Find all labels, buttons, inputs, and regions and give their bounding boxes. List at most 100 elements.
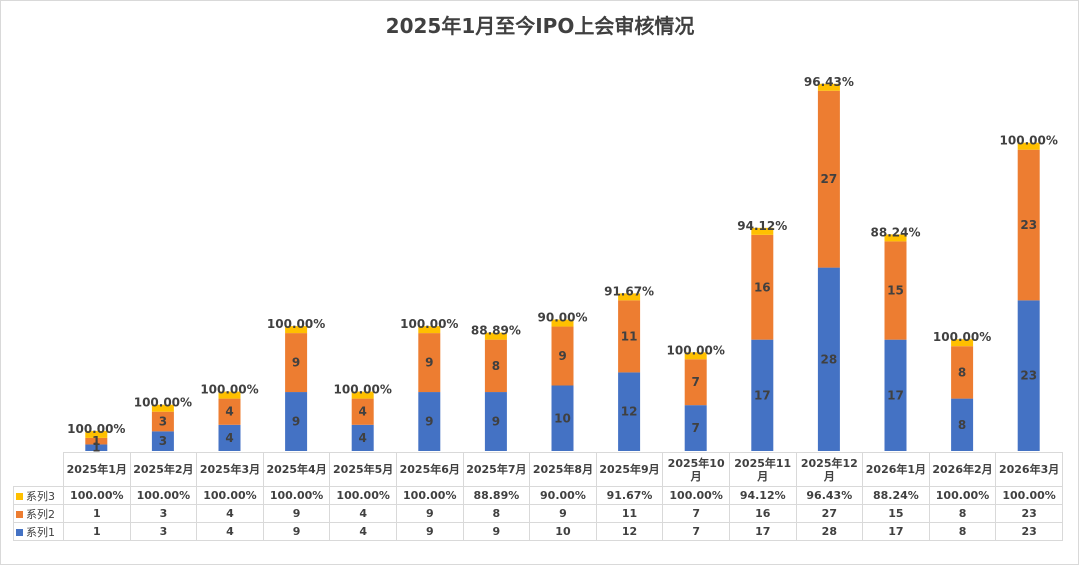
data-label-series3: 100.00% <box>933 330 991 344</box>
bar-series3 <box>1017 142 1040 150</box>
category-label: 2025年5月 <box>329 452 397 487</box>
legend-label: 系列1 <box>26 525 55 539</box>
table-cell: 4 <box>196 522 264 541</box>
table-cell: 15 <box>862 504 930 523</box>
bar-series1 <box>684 405 707 451</box>
data-label-series1: 1 <box>92 441 100 452</box>
table-cell: 100.00% <box>262 486 331 505</box>
table-cell: 100.00% <box>63 486 131 505</box>
category-label: 2025年7月 <box>462 452 531 487</box>
bar-series3 <box>618 293 641 301</box>
data-label-series3: 100.00% <box>1000 134 1058 148</box>
data-label-series1: 28 <box>821 352 838 366</box>
table-cell: 8 <box>462 504 531 523</box>
data-label-series3: 100.00% <box>334 383 392 397</box>
data-label-series2: 9 <box>292 356 300 370</box>
bar-series2 <box>151 411 174 432</box>
table-cell: 100.00% <box>329 486 397 505</box>
bar-series1 <box>951 398 974 451</box>
table-cell: 9 <box>262 504 331 523</box>
data-label-series3: 88.89% <box>471 324 521 338</box>
bar-series3 <box>418 326 441 334</box>
bar-series1 <box>618 372 641 451</box>
data-label-series1: 9 <box>492 415 500 429</box>
data-label-series3: 96.43% <box>804 75 854 89</box>
category-label: 2025年2月 <box>129 452 198 487</box>
data-label-series3: 100.00% <box>400 317 458 331</box>
bar-series2 <box>884 241 907 340</box>
bar-series1 <box>884 339 907 451</box>
data-label-series1: 4 <box>359 431 367 445</box>
bar-series3 <box>684 352 707 360</box>
category-label: 2025年6月 <box>395 452 464 487</box>
legend-swatch <box>16 511 23 518</box>
data-label-series2: 8 <box>492 359 500 373</box>
bar-series1 <box>484 392 507 451</box>
data-label-series2: 7 <box>692 375 700 389</box>
table-cell: 100.00% <box>395 486 464 505</box>
data-label-series3: 90.00% <box>538 311 588 325</box>
plot-area: 11100.00%33100.00%44100.00%99100.00%4410… <box>67 75 1058 452</box>
bar-series3 <box>85 430 108 438</box>
bar-series3 <box>151 404 174 412</box>
legend-swatch <box>16 529 23 536</box>
bar-series1 <box>285 392 308 451</box>
bar-series2 <box>751 234 774 340</box>
bar-series1 <box>151 431 174 451</box>
table-row: 系列1 1 3 4 9 4 9 9 10 12 7 17 28 17 8 23 <box>13 522 1063 541</box>
table-cell: 100.00% <box>662 486 730 505</box>
data-label-series1: 9 <box>292 415 300 429</box>
table-cell: 1 <box>63 522 131 541</box>
table-cell: 28 <box>795 522 864 541</box>
table-cell: 16 <box>728 504 797 523</box>
data-label-series2: 4 <box>359 405 367 419</box>
table-corner <box>13 452 64 487</box>
bar-series3 <box>218 391 241 399</box>
data-label-series3: 100.00% <box>67 422 125 436</box>
legend-entry: 系列3 <box>13 486 64 505</box>
category-label: 2025年3月 <box>196 452 264 487</box>
table-cell: 9 <box>529 504 597 523</box>
data-label-series3: 88.24% <box>871 225 921 239</box>
bar-series1 <box>218 424 241 451</box>
table-cell: 11 <box>595 504 664 523</box>
bar-series1 <box>85 444 108 451</box>
table-cell: 3 <box>129 522 198 541</box>
legend-swatch <box>16 493 23 500</box>
table-cell: 100.00% <box>129 486 198 505</box>
data-table: 2025年1月 2025年2月 2025年3月 2025年4月 2025年5月 2025年… <box>13 452 1063 541</box>
category-label: 2025年9月 <box>595 452 664 487</box>
bar-series3 <box>884 234 907 242</box>
bar-series2 <box>418 333 441 393</box>
data-label-series1: 23 <box>1020 369 1037 383</box>
bar-series2 <box>951 346 974 399</box>
table-row: 系列3 100.00% 100.00% 100.00% 100.00% 100.00% 10… <box>13 486 1063 505</box>
data-label-series3: 100.00% <box>667 343 725 357</box>
table-cell: 7 <box>662 522 730 541</box>
table-cell: 4 <box>196 504 264 523</box>
category-label: 2025年8月 <box>529 452 597 487</box>
data-label-series1: 12 <box>621 405 638 419</box>
legend-entry: 系列2 <box>13 504 64 523</box>
data-label-series2: 1 <box>92 434 100 448</box>
table-cell: 91.67% <box>595 486 664 505</box>
table-cell: 9 <box>395 522 464 541</box>
table-cell: 100.00% <box>995 486 1063 505</box>
table-cell: 8 <box>928 504 997 523</box>
table-cell: 100.00% <box>928 486 997 505</box>
data-label-series1: 10 <box>554 411 571 425</box>
data-label-series2: 23 <box>1020 218 1037 232</box>
data-label-series2: 11 <box>621 329 638 343</box>
data-label-series2: 8 <box>958 365 966 379</box>
table-cell: 9 <box>395 504 464 523</box>
legend-entry: 系列1 <box>13 522 64 541</box>
table-cell: 3 <box>129 504 198 523</box>
data-label-series2: 3 <box>159 415 167 429</box>
table-cell: 4 <box>329 522 397 541</box>
table-cell: 7 <box>662 504 730 523</box>
table-cell: 100.00% <box>196 486 264 505</box>
category-label: 2025年4月 <box>262 452 331 487</box>
bar-series1 <box>551 385 574 451</box>
data-label-series2: 4 <box>225 405 233 419</box>
data-label-series1: 3 <box>159 434 167 448</box>
